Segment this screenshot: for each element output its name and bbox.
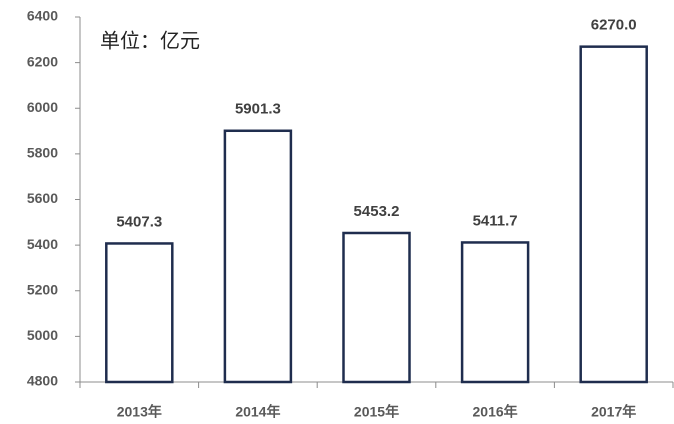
bar (460, 241, 530, 384)
y-tick-label: 6400 (27, 8, 58, 24)
y-tick-label: 5800 (27, 145, 58, 161)
bar (579, 45, 648, 384)
x-tick-label: 2014年 (235, 404, 280, 420)
value-label: 6270.0 (591, 17, 637, 34)
bar (223, 129, 293, 384)
bar (342, 231, 411, 384)
value-label: 5411.7 (473, 212, 518, 229)
y-tick-label: 5000 (27, 327, 58, 343)
x-tick-label: 2013年 (117, 404, 162, 420)
unit-annotation: 单位：亿元 (100, 29, 200, 52)
y-tick-label: 5400 (27, 236, 58, 252)
value-label: 5453.2 (354, 203, 400, 220)
value-label: 5901.3 (235, 101, 281, 118)
x-tick-label: 2017年 (591, 404, 636, 420)
y-tick-label: 6200 (27, 53, 58, 69)
y-tick-label: 5600 (27, 190, 58, 206)
x-tick-label: 2015年 (354, 404, 399, 420)
value-label: 5407.3 (116, 213, 162, 230)
y-tick-label: 6000 (27, 99, 58, 115)
bar (105, 242, 174, 384)
y-tick-label: 5200 (27, 281, 58, 297)
x-tick-label: 2016年 (473, 404, 518, 420)
y-tick-label: 4800 (27, 373, 58, 389)
